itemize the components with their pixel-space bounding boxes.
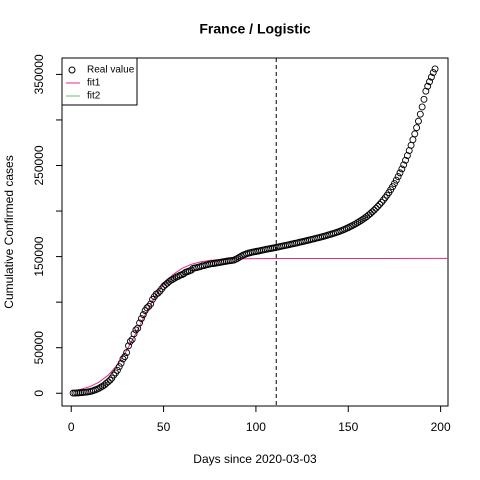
data-point <box>374 202 382 210</box>
data-point <box>171 274 179 282</box>
data-point <box>113 366 121 374</box>
data-point <box>426 78 433 86</box>
data-point <box>126 337 134 345</box>
data-point <box>119 355 127 363</box>
y-tick-label: 350000 <box>32 54 46 94</box>
data-point <box>414 117 422 125</box>
data-point <box>156 287 164 295</box>
data-point <box>130 330 138 338</box>
data-point <box>402 156 409 164</box>
data-point <box>154 289 162 297</box>
data-point <box>115 363 123 371</box>
x-axis-label: Days since 2020-03-03 <box>193 452 317 466</box>
data-point <box>409 136 417 144</box>
data-point <box>418 103 426 111</box>
data-point <box>147 300 155 308</box>
data-point <box>132 326 140 334</box>
y-tick-label: 50000 <box>32 331 46 365</box>
data-point <box>400 161 408 169</box>
data-point <box>143 304 151 312</box>
y-tick-label: 0 <box>32 390 46 397</box>
data-point <box>394 173 402 181</box>
data-point <box>139 311 147 319</box>
y-axis-label: Cumulative Confirmed cases <box>2 155 16 308</box>
data-point <box>169 275 177 283</box>
data-point <box>95 384 103 392</box>
data-point <box>352 220 360 228</box>
data-point <box>137 315 145 322</box>
data-point <box>368 208 376 216</box>
data-point <box>117 359 125 367</box>
data-point <box>390 180 398 187</box>
data-point <box>379 196 387 204</box>
y-tick-label: 150000 <box>32 236 46 276</box>
x-tick-label: 200 <box>431 420 451 434</box>
legend-box <box>61 57 138 106</box>
data-point <box>376 200 384 208</box>
y-tick-label: 250000 <box>32 145 46 185</box>
data-point <box>392 176 400 184</box>
data-point <box>187 266 195 274</box>
x-tick-label: 0 <box>68 420 75 434</box>
data-point <box>104 378 112 386</box>
data-point <box>398 165 406 173</box>
data-point <box>431 65 439 73</box>
data-point <box>407 141 415 149</box>
data-point <box>165 278 173 286</box>
data-point <box>354 219 361 227</box>
data-point <box>378 198 385 206</box>
x-tick-label: 50 <box>157 420 171 434</box>
plot-frame <box>61 57 449 407</box>
data-point <box>413 124 421 132</box>
data-point <box>372 204 380 212</box>
data-point <box>106 376 114 384</box>
data-point <box>145 302 153 310</box>
data-point <box>121 353 129 361</box>
data-point <box>125 342 132 350</box>
data-point <box>235 253 243 261</box>
legend-label: fit2 <box>87 91 101 102</box>
legend-label: Real value <box>87 65 135 76</box>
data-point <box>411 130 419 138</box>
data-point <box>422 87 430 95</box>
x-tick-label: 150 <box>338 420 358 434</box>
data-point <box>396 169 404 177</box>
x-tick-label: 100 <box>246 420 266 434</box>
chart-title: France / Logistic <box>199 21 310 37</box>
data-point <box>174 272 182 280</box>
data-point <box>180 270 188 278</box>
fit-line <box>71 257 449 392</box>
data-point <box>234 254 241 262</box>
data-point <box>416 110 424 118</box>
data-point <box>69 389 77 397</box>
data-point <box>123 349 131 357</box>
data-point <box>420 95 428 103</box>
data-point <box>370 206 378 214</box>
data-point <box>427 73 435 81</box>
legend-label: fit1 <box>87 78 101 89</box>
legend-symbol <box>68 66 76 74</box>
data-point <box>355 218 363 226</box>
data-point <box>110 371 118 379</box>
data-point <box>424 82 432 90</box>
data-point <box>136 319 144 327</box>
data-point <box>429 69 437 77</box>
